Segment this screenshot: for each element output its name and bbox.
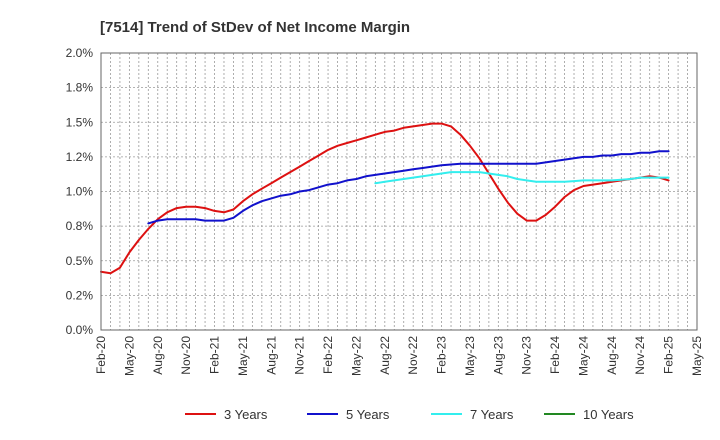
x-tick-label: Feb-20 <box>94 336 108 374</box>
x-tick-label: Nov-20 <box>179 336 193 375</box>
x-tick-label: Feb-22 <box>321 336 335 374</box>
legend-10-years-label: 10 Years <box>583 407 634 422</box>
x-tick-label: Nov-22 <box>406 336 420 375</box>
x-tick-label: Aug-20 <box>151 336 165 375</box>
y-tick-label: 1.5% <box>66 115 94 129</box>
x-tick-label: Aug-22 <box>378 336 392 375</box>
x-tick-label: May-25 <box>690 336 704 376</box>
x-tick-label: Feb-25 <box>662 336 676 374</box>
x-tick-label: Aug-23 <box>491 336 505 375</box>
x-tick-label: Nov-23 <box>520 336 534 375</box>
y-tick-label: 0.0% <box>66 323 94 337</box>
x-tick-label: May-24 <box>576 336 590 376</box>
legend-7-years-label: 7 Years <box>470 407 514 422</box>
legend-5-years-label: 5 Years <box>346 407 390 422</box>
plot-area-frame <box>100 52 698 331</box>
series-line-3-years <box>100 122 670 275</box>
series-line-7-years <box>374 171 670 185</box>
x-tick-label: Aug-21 <box>264 336 278 375</box>
y-tick-label: 1.2% <box>66 150 94 164</box>
series-line-5-years <box>147 150 670 225</box>
x-tick-label: Feb-23 <box>435 336 449 374</box>
x-tick-label: Feb-24 <box>548 336 562 374</box>
y-tick-label: 0.2% <box>66 288 94 302</box>
grid <box>100 52 698 331</box>
x-tick-label: May-22 <box>349 336 363 376</box>
y-tick-label: 0.8% <box>66 219 94 233</box>
x-tick-label: Nov-24 <box>633 336 647 375</box>
x-tick-label: May-23 <box>463 336 477 376</box>
axes: 0.0% 0.2% 0.5% 0.8% 1.0% 1.2% 1.5% 1.8% 2.0% Feb-… <box>66 46 704 376</box>
x-tick-label: Feb-21 <box>208 336 222 374</box>
x-tick-label: May-21 <box>236 336 250 376</box>
y-tick-label: 1.8% <box>66 81 94 95</box>
y-tick-label: 0.5% <box>66 254 94 268</box>
x-tick-label: Nov-21 <box>293 336 307 375</box>
x-tick-label: Aug-24 <box>605 336 619 375</box>
legend: 3 Years 5 Years 7 Years 10 Years <box>185 407 634 422</box>
legend-3-years-label: 3 Years <box>224 407 268 422</box>
chart-title: [7514] Trend of StDev of Net Income Marg… <box>100 19 410 36</box>
y-tick-label: 2.0% <box>66 46 94 60</box>
series-lines <box>100 122 670 275</box>
y-tick-label: 1.0% <box>66 185 94 199</box>
x-tick-label: May-20 <box>122 336 136 376</box>
